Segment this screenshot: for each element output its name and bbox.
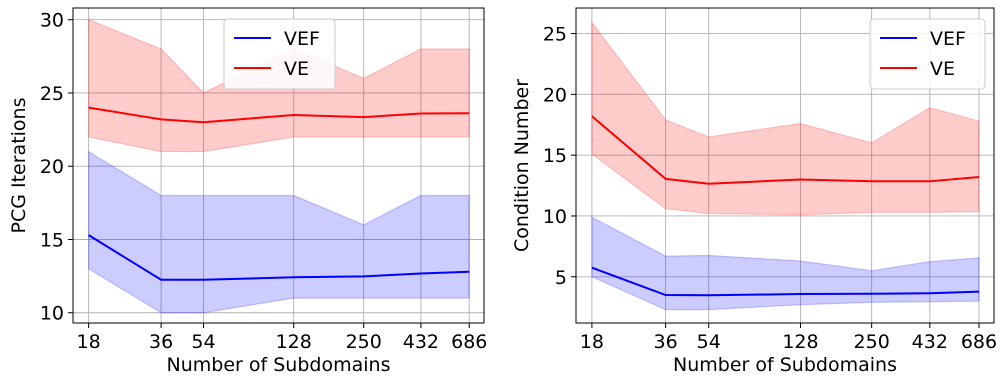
y-axis-label: Condition Number <box>511 79 533 252</box>
chart-panel-2: 18 36 54 128 250 432 686 5 10 15 20 25 Number of Sub… <box>511 7 997 376</box>
chart-panel-1: 18 36 54 128 250 432 686 10 15 20 25 30 Number of Su… <box>8 7 487 376</box>
x-tick-label: 432 <box>403 331 439 353</box>
axes-frame <box>72 7 485 324</box>
x-axis-label: Number of Subdomains <box>673 354 897 376</box>
series-vef-band <box>88 150 470 314</box>
y-tick-label: 30 <box>40 10 64 32</box>
x-tick-label: 128 <box>782 331 818 353</box>
x-tick-label: 54 <box>697 331 721 353</box>
y-tick-label: 20 <box>40 156 64 178</box>
x-axis-label: Number of Subdomains <box>167 354 391 376</box>
legend-label-ve: VE <box>284 58 309 80</box>
y-tick-label: 10 <box>40 303 64 325</box>
y-tick-label: 15 <box>40 229 64 251</box>
x-tick-label: 54 <box>191 331 215 353</box>
x-tick-label: 250 <box>854 331 890 353</box>
y-tick-label: 15 <box>543 145 567 167</box>
series-ve-line <box>591 115 980 185</box>
y-tick-label: 10 <box>543 206 567 228</box>
x-tick-label: 18 <box>77 331 101 353</box>
legend: VEF VE <box>223 18 336 90</box>
x-tick-label: 18 <box>580 331 604 353</box>
y-tick-label: 25 <box>40 83 64 105</box>
legend-label-vef: VEF <box>930 28 966 50</box>
x-tick-label: 36 <box>149 331 173 353</box>
series-ve-band <box>591 20 980 216</box>
legend-box <box>869 18 986 90</box>
legend-box <box>223 18 336 90</box>
y-axis-label: PCG Iterations <box>8 98 30 234</box>
x-tick-label: 36 <box>654 331 678 353</box>
y-tick-label: 25 <box>543 24 567 46</box>
series-vef-line <box>591 266 980 297</box>
series-vef-band <box>591 216 980 311</box>
y-tick-label: 5 <box>555 267 567 289</box>
axes-frame <box>575 7 995 324</box>
series-vef-line <box>88 234 470 281</box>
x-tick-label: 250 <box>346 331 382 353</box>
x-tick-label: 686 <box>961 331 997 353</box>
x-tick-label: 686 <box>451 331 487 353</box>
legend: VEF VE <box>869 18 986 90</box>
legend-label-ve: VE <box>930 58 955 80</box>
series-ve-line <box>88 106 470 124</box>
x-tick-label: 128 <box>276 331 312 353</box>
y-tick-label: 20 <box>543 84 567 106</box>
legend-label-vef: VEF <box>284 28 320 50</box>
x-tick-label: 432 <box>912 331 948 353</box>
